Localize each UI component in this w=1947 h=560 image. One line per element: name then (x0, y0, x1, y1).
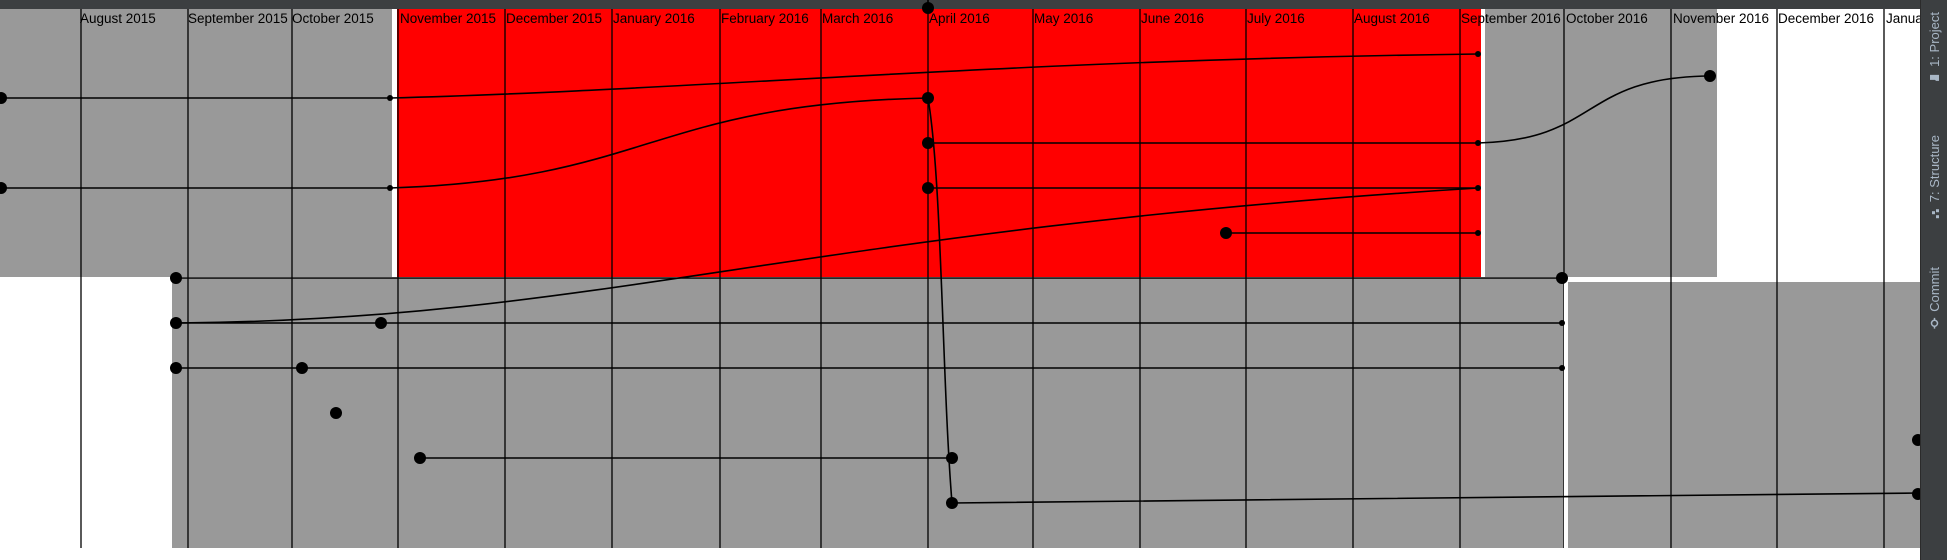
gray-block-top-left (0, 9, 392, 277)
month-label: August 2015 (80, 11, 156, 26)
month-labels: August 2015 September 2015 October 2015 … (80, 11, 1920, 26)
timeline-node[interactable] (1912, 434, 1920, 446)
tab-project-label: 1: Project (1927, 12, 1942, 67)
end-tick (1559, 320, 1565, 326)
structure-icon (1932, 209, 1939, 219)
timeline-node[interactable] (296, 362, 308, 374)
connector-line (927, 97, 953, 504)
month-label: January 2016 (613, 11, 695, 26)
month-label: October 2016 (1566, 11, 1648, 26)
month-label: November 2015 (400, 11, 496, 26)
timeline-node[interactable] (330, 407, 342, 419)
commit-icon (1930, 317, 1939, 329)
month-label: Janua (1886, 11, 1920, 26)
gray-block-bottom-right (1568, 282, 1920, 548)
month-label: July 2016 (1247, 11, 1305, 26)
month-label: November 2016 (1673, 11, 1769, 26)
timeline-node[interactable] (922, 2, 934, 14)
nodes (0, 2, 1920, 509)
month-label: October 2015 (292, 11, 374, 26)
gray-block-top-right (1485, 9, 1717, 277)
month-label: December 2015 (506, 11, 602, 26)
timeline-node[interactable] (946, 497, 958, 509)
connector-line (0, 53, 1479, 99)
timeline-node[interactable] (414, 452, 426, 464)
timeline-node[interactable] (922, 92, 934, 104)
right-tool-sidebar: 1: Project 7: Structure Commit (1920, 0, 1947, 560)
timeline-node[interactable] (375, 317, 387, 329)
timeline-node[interactable] (1220, 227, 1232, 239)
timeline-node[interactable] (170, 272, 182, 284)
connector-line (0, 97, 929, 189)
month-label: March 2016 (822, 11, 893, 26)
timeline-node[interactable] (946, 452, 958, 464)
window-top-bar (0, 0, 1920, 9)
end-tick (1475, 51, 1481, 57)
end-tick (1475, 140, 1481, 146)
month-label: June 2016 (1141, 11, 1204, 26)
end-tick (1475, 185, 1481, 191)
timeline-node[interactable] (1704, 70, 1716, 82)
tab-commit-label: Commit (1927, 267, 1942, 312)
month-label: February 2016 (721, 11, 809, 26)
end-tick (387, 185, 393, 191)
connector-line (175, 187, 1479, 324)
tab-commit[interactable]: Commit (1921, 255, 1947, 341)
timeline-node[interactable] (1556, 272, 1568, 284)
timeline-node[interactable] (170, 317, 182, 329)
month-label: May 2016 (1034, 11, 1093, 26)
folder-icon (1930, 74, 1939, 81)
tab-project[interactable]: 1: Project (1921, 6, 1947, 90)
timeline-node[interactable] (922, 182, 934, 194)
tab-structure-label: 7: Structure (1927, 134, 1942, 203)
month-label: December 2016 (1778, 11, 1874, 26)
connectors (0, 0, 1920, 504)
timeline-node[interactable] (170, 362, 182, 374)
timeline-node[interactable] (0, 182, 7, 194)
month-label: September 2016 (1461, 11, 1561, 26)
timeline-node[interactable] (0, 92, 7, 104)
tab-structure[interactable]: 7: Structure (1921, 118, 1947, 236)
end-tick (387, 95, 393, 101)
month-label: September 2015 (188, 11, 288, 26)
timeline-node[interactable] (922, 137, 934, 149)
end-ticks (387, 51, 1565, 371)
end-tick (1559, 365, 1565, 371)
end-tick (1475, 230, 1481, 236)
month-label: August 2016 (1354, 11, 1430, 26)
connector-line (928, 75, 1711, 144)
connector-line (951, 492, 1920, 504)
month-label: April 2016 (929, 11, 990, 26)
timeline-node[interactable] (1912, 488, 1920, 500)
